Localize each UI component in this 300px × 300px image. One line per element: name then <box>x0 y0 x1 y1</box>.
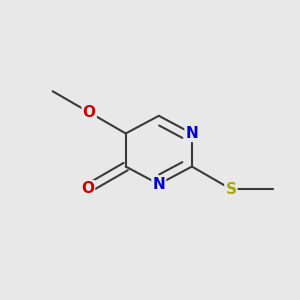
Text: S: S <box>225 182 236 196</box>
Text: N: N <box>152 177 165 192</box>
Text: O: O <box>83 105 96 120</box>
Text: N: N <box>185 126 198 141</box>
Text: O: O <box>81 181 94 196</box>
